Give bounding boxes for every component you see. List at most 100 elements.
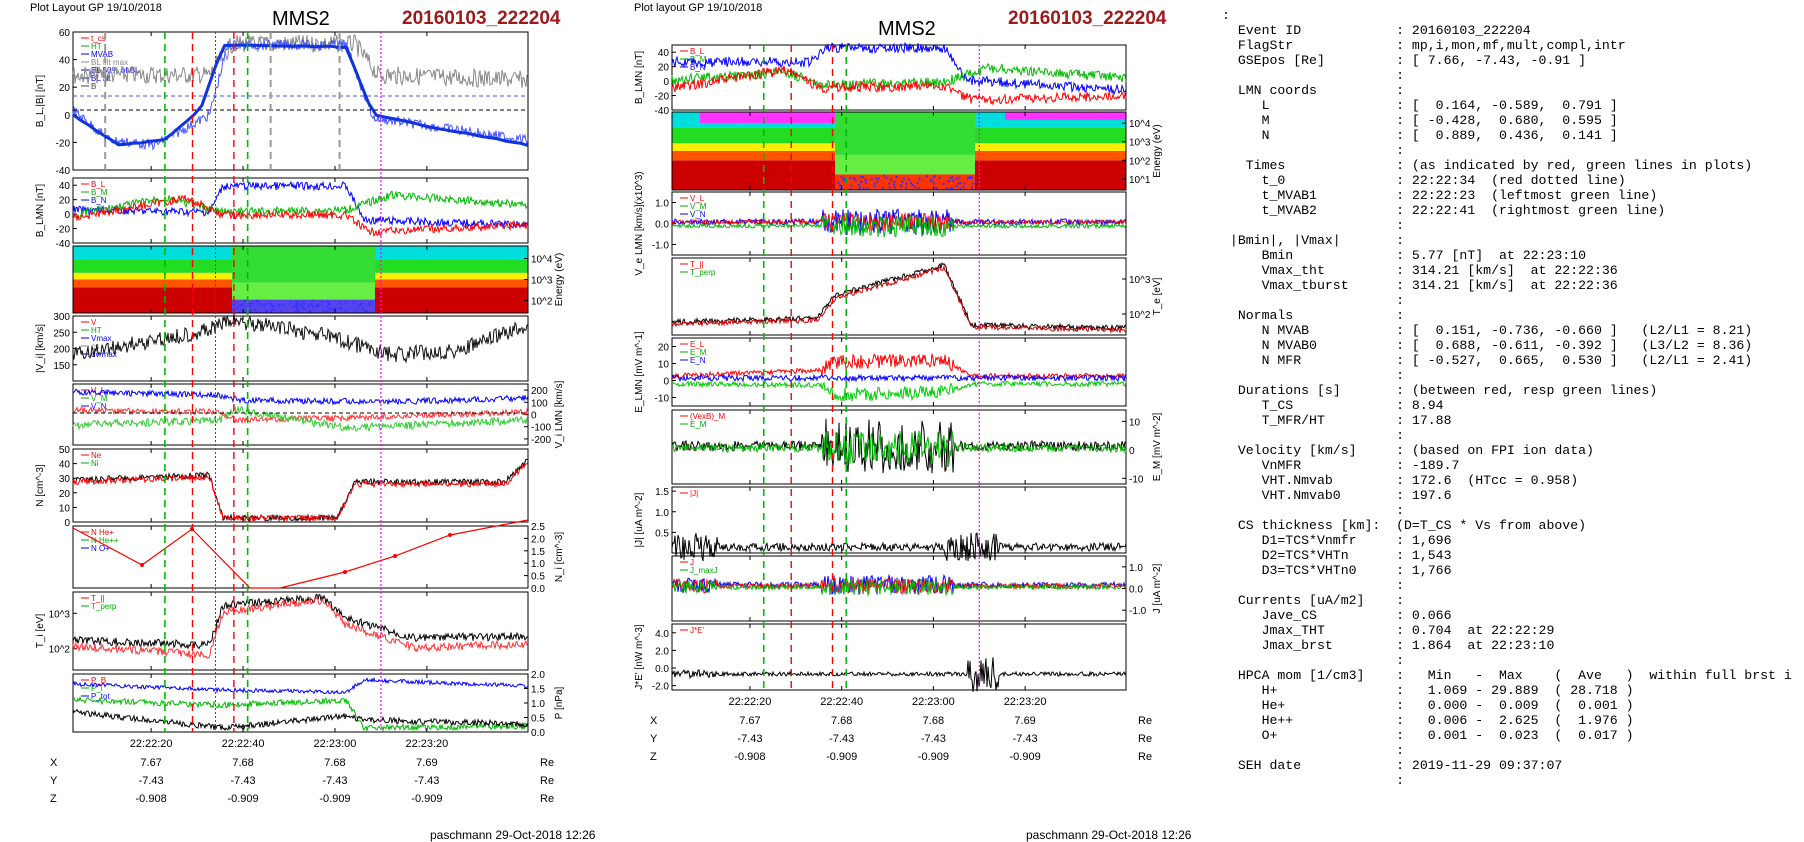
spectrogram-speckle — [949, 187, 952, 190]
spectrogram-speckle — [329, 307, 332, 310]
trace-j-m — [671, 577, 1127, 596]
orbit-row-label: Y — [650, 733, 658, 745]
info-line: Bmin : 5.77 [nT] at 22:23:10 — [1222, 248, 1587, 263]
y-tick-label: 4.0 — [655, 629, 669, 640]
spectrogram-speckle — [364, 309, 367, 312]
spectrogram-speckle — [296, 308, 299, 311]
spectrogram-speckle — [959, 187, 962, 190]
spectrogram-speckle — [877, 177, 880, 180]
info-line: : — [1222, 143, 1405, 158]
spectrogram-speckle — [853, 176, 856, 179]
spectrogram-band — [73, 279, 232, 288]
spectrogram-speckle — [840, 176, 843, 179]
spectrogram-band — [73, 272, 232, 280]
spectrogram-speckle — [970, 186, 973, 189]
spectrogram-speckle — [299, 302, 302, 305]
spectrogram-speckle — [893, 186, 896, 189]
y-tick-label: 0.0 — [655, 664, 669, 675]
spectrogram-speckle — [310, 303, 313, 306]
info-line: He++ : 0.006 - 2.625 ( 1.976 ) — [1222, 713, 1634, 728]
orbit-row-label: Y — [50, 775, 58, 787]
spectrogram-speckle — [933, 175, 936, 178]
y-tick-label: 20 — [59, 489, 71, 500]
legend-entry: E_M — [690, 348, 707, 357]
spectrogram-speckle — [930, 180, 933, 183]
spectrogram-band — [672, 160, 835, 190]
info-line: : — [1222, 218, 1405, 233]
time-tick-label: 22:23:00 — [912, 696, 955, 708]
legend-entry: (VexB)_M — [690, 412, 725, 421]
y-tick-label: 0.5 — [531, 572, 545, 583]
spectrogram-speckle — [842, 178, 845, 181]
spectrogram-band — [700, 112, 835, 123]
trace-je — [671, 657, 1127, 692]
spectrogram-speckle — [321, 300, 324, 303]
y-tick-label: 30 — [59, 474, 71, 485]
panel-6: 10 0 -10 E_M [mV m^-2] (VexB)_ME_M — [671, 409, 1163, 485]
y-tick-label: 0.0 — [531, 584, 545, 595]
trace-ve-n — [671, 213, 1127, 238]
spectrogram-speckle — [866, 187, 869, 190]
spectrogram-band — [835, 174, 975, 190]
he-plus-plus-point — [448, 533, 452, 537]
spectrogram-speckle — [280, 310, 283, 313]
spectrogram-speckle — [970, 176, 973, 179]
spectrogram-speckle — [888, 186, 891, 189]
spectrogram-band — [375, 287, 528, 313]
trace-ti-par — [72, 595, 529, 660]
orbit-unit: Re — [540, 793, 554, 805]
spectrogram-speckle — [849, 176, 852, 179]
y-tick-label: 50 — [59, 445, 71, 456]
y-tick-label: 10^3 — [531, 276, 553, 287]
he-plus-plus-point — [140, 563, 144, 567]
spectrogram-speckle — [850, 184, 853, 187]
spectrogram-speckle — [338, 301, 341, 304]
legend-entry: J_maxJ — [690, 566, 718, 575]
orbit-unit: Re — [540, 775, 554, 787]
y-tick-label: 40 — [59, 56, 71, 67]
spectrogram-speckle — [257, 300, 260, 303]
legend-entry: V_M — [91, 394, 108, 403]
info-line: Currents [uA/m2] : — [1222, 593, 1405, 608]
legend-entry: B_N — [690, 63, 706, 72]
y-axis-label: T_i [eV] — [35, 614, 46, 649]
spectrogram-speckle — [918, 177, 921, 180]
y-tick-label: -20 — [56, 225, 71, 236]
trace-em — [671, 430, 1127, 466]
spectrogram-band — [835, 112, 975, 155]
spectrogram-speckle — [857, 183, 860, 186]
info-line: M : [ -0.428, 0.680, 0.595 ] — [1222, 113, 1618, 128]
energy-spectrogram — [672, 112, 1126, 191]
spectrogram-speckle — [302, 306, 305, 309]
spectrogram-speckle — [235, 301, 238, 304]
legend-entry: T_|| — [690, 260, 704, 269]
spectrogram-speckle — [865, 181, 868, 184]
spectrogram-speckle — [900, 185, 903, 188]
spectrogram-speckle — [895, 176, 898, 179]
y-tick-label: 2.0 — [531, 534, 545, 545]
he-plus-plus-point — [393, 554, 397, 558]
y-tick-label: 20 — [658, 63, 670, 74]
trace-pb — [72, 676, 529, 695]
spectrogram-speckle — [253, 308, 256, 311]
trace-ni — [72, 458, 529, 523]
spectrogram-speckle — [974, 180, 977, 183]
y-tick-label: 0 — [64, 518, 70, 529]
y-tick-label: 0.0 — [531, 728, 545, 739]
spectrogram-speckle — [256, 311, 259, 314]
info-line: LMN coords : — [1222, 83, 1405, 98]
left-footer-credit: paschmann 29-Oct-2018 12:26 — [430, 828, 596, 842]
spectrogram-speckle — [893, 183, 896, 186]
spectrogram-speckle — [354, 311, 357, 314]
spectrogram-speckle — [932, 176, 935, 179]
legend-entry: MVAB — [91, 50, 113, 59]
spectrogram-speckle — [294, 309, 297, 312]
spectrogram-speckle — [971, 182, 974, 185]
info-line: Durations [s] : (between red, resp green… — [1222, 383, 1658, 398]
info-line: : — [1222, 653, 1405, 668]
y-tick-label: 1.0 — [1129, 563, 1143, 574]
time-tick-label: 22:22:20 — [729, 696, 772, 708]
y-tick-label: -200 — [531, 435, 551, 446]
